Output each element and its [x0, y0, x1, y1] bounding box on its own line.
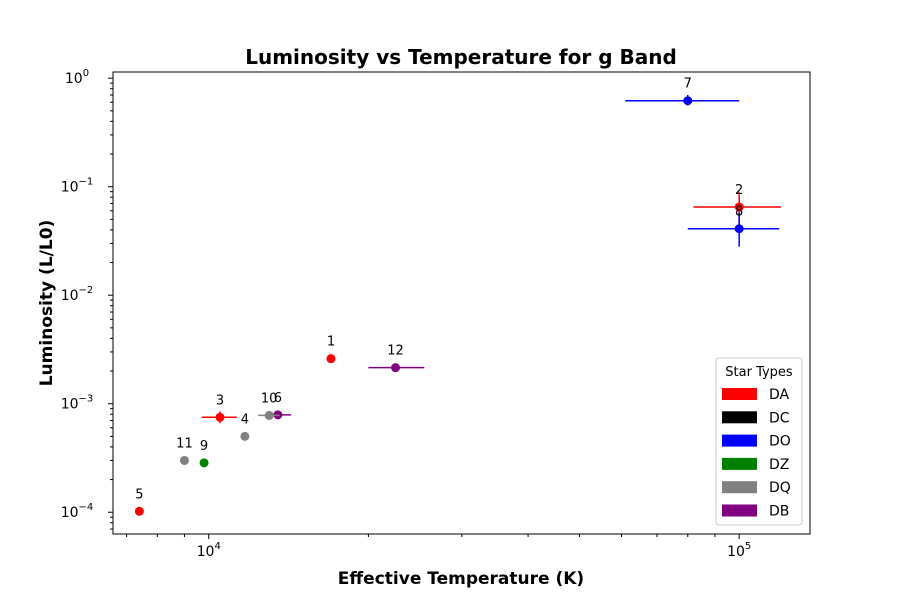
legend-swatch [722, 504, 757, 517]
legend-swatch [722, 434, 757, 447]
data-point [199, 458, 209, 468]
y-axis: 10−4 10−3 10−2 10−1 100 [61, 68, 113, 530]
legend: Star Types DA DC DO DZ DQ DB [715, 357, 803, 526]
data-point [264, 410, 274, 420]
data-point [391, 363, 401, 373]
point-label: 3 [216, 393, 224, 408]
point-label: 12 [387, 344, 404, 359]
y-tick-label: 10−2 [61, 285, 94, 304]
data-point [683, 96, 693, 106]
y-tick-label: 10−3 [61, 394, 94, 413]
point-label: 10 [261, 391, 278, 406]
y-tick-label: 10−4 [61, 502, 94, 521]
legend-swatch [722, 388, 757, 400]
legend-swatch [722, 411, 757, 424]
x-tick-label: 104 [197, 541, 221, 560]
data-point [134, 506, 144, 516]
x-tick-label: 105 [727, 541, 751, 560]
y-tick-label: 100 [65, 68, 89, 87]
point-label: 5 [135, 487, 143, 502]
legend-label: DQ [769, 480, 791, 496]
point-label: 2 [735, 183, 743, 198]
point-label: 4 [241, 412, 249, 427]
point-label: 11 [176, 436, 193, 451]
point-label: 1 [327, 335, 335, 350]
legend-label: DO [769, 434, 791, 450]
data-point [215, 412, 225, 422]
x-axis-label: Effective Temperature (K) [338, 569, 584, 589]
y-axis-label: Luminosity (L/L0) [37, 220, 57, 387]
point-label: 9 [200, 439, 208, 454]
data-point [326, 354, 336, 364]
legend-swatch [722, 457, 757, 470]
point-label: 6 [274, 391, 282, 406]
point-label: 7 [684, 77, 692, 92]
x-axis: 104 105 [126, 534, 751, 560]
plot-frame [112, 71, 811, 535]
legend-title: Star Types [725, 365, 793, 380]
legend-label: DZ [769, 457, 789, 473]
point-label: 8 [735, 205, 743, 220]
data-point [734, 224, 744, 234]
data-point [240, 431, 250, 441]
legend-label: DC [769, 410, 790, 426]
chart-title: Luminosity vs Temperature for g Band [245, 45, 677, 69]
data-point [179, 455, 189, 465]
legend-label: DA [769, 387, 790, 403]
y-tick-label: 10−1 [61, 177, 94, 196]
legend-swatch [722, 481, 757, 494]
legend-label: DB [769, 504, 789, 520]
data-point [734, 202, 744, 212]
